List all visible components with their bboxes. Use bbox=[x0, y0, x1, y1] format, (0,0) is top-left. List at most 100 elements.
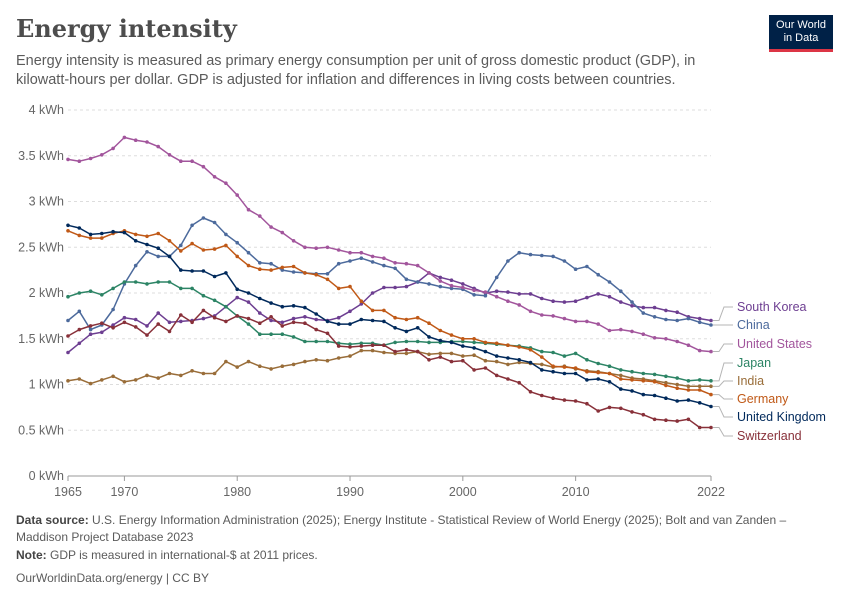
data-point bbox=[224, 359, 228, 364]
data-point bbox=[697, 401, 702, 405]
data-point bbox=[551, 350, 555, 355]
data-point bbox=[551, 254, 555, 259]
data-point bbox=[630, 369, 634, 374]
data-point bbox=[77, 341, 82, 346]
data-point bbox=[212, 220, 217, 225]
data-point bbox=[145, 324, 149, 328]
data-point bbox=[585, 295, 589, 300]
data-point bbox=[77, 377, 82, 381]
data-point bbox=[472, 340, 476, 345]
x-tick-label: 1970 bbox=[110, 485, 138, 499]
data-point bbox=[336, 356, 341, 360]
data-point bbox=[562, 371, 567, 376]
data-point bbox=[269, 268, 273, 272]
data-point bbox=[528, 347, 533, 352]
data-point bbox=[258, 364, 262, 369]
data-point bbox=[224, 181, 228, 185]
data-point bbox=[111, 307, 115, 312]
data-point bbox=[66, 334, 70, 338]
data-point bbox=[664, 308, 668, 313]
data-point bbox=[246, 207, 251, 212]
data-point bbox=[235, 254, 239, 259]
data-point bbox=[291, 270, 296, 274]
data-point bbox=[303, 321, 307, 326]
data-point bbox=[88, 381, 93, 386]
data-point bbox=[359, 302, 364, 306]
data-point bbox=[111, 323, 115, 327]
data-point bbox=[190, 223, 194, 228]
data-point bbox=[697, 348, 702, 353]
data-point bbox=[100, 293, 104, 297]
data-point bbox=[675, 339, 679, 344]
data-point bbox=[145, 250, 149, 254]
data-point bbox=[483, 293, 488, 298]
data-point bbox=[562, 316, 567, 321]
data-point bbox=[258, 321, 262, 326]
data-point bbox=[190, 241, 194, 246]
data-point bbox=[145, 242, 149, 247]
data-point bbox=[607, 280, 612, 284]
data-point bbox=[517, 345, 521, 349]
data-point bbox=[483, 340, 488, 345]
legend-connector bbox=[713, 343, 733, 353]
legend-label: Japan bbox=[737, 356, 771, 370]
data-point bbox=[156, 254, 160, 259]
data-point bbox=[100, 231, 104, 236]
x-tick-label: 1980 bbox=[223, 485, 251, 499]
data-point bbox=[449, 359, 454, 364]
data-point bbox=[370, 260, 375, 264]
data-point bbox=[461, 358, 465, 363]
data-point bbox=[359, 256, 364, 261]
data-point bbox=[472, 337, 476, 341]
data-point bbox=[359, 250, 364, 255]
series-line bbox=[67, 136, 712, 353]
data-point bbox=[77, 291, 82, 295]
data-point bbox=[382, 308, 386, 313]
data-point bbox=[449, 278, 454, 283]
data-point bbox=[111, 286, 115, 291]
data-point bbox=[551, 369, 555, 374]
data-point bbox=[190, 269, 194, 273]
data-point bbox=[348, 345, 352, 349]
data-point bbox=[111, 326, 115, 330]
data-point bbox=[697, 320, 702, 325]
data-point bbox=[224, 232, 228, 237]
source-url-link[interactable]: OurWorldinData.org/energy | CC BY bbox=[16, 571, 209, 585]
data-point bbox=[122, 280, 127, 284]
data-point bbox=[258, 261, 262, 265]
data-point bbox=[269, 225, 273, 229]
data-point bbox=[325, 277, 330, 282]
data-point bbox=[573, 299, 578, 304]
legend-connector bbox=[713, 405, 733, 418]
data-point bbox=[596, 361, 600, 366]
data-point bbox=[494, 341, 499, 346]
data-point bbox=[359, 344, 364, 348]
data-point bbox=[596, 409, 600, 413]
data-point bbox=[483, 366, 488, 370]
data-point bbox=[540, 296, 544, 301]
data-point bbox=[461, 337, 465, 341]
data-point bbox=[133, 317, 138, 322]
data-point bbox=[246, 359, 251, 364]
data-point bbox=[630, 389, 634, 393]
data-point bbox=[675, 386, 679, 391]
data-point bbox=[212, 274, 217, 279]
data-point bbox=[156, 231, 160, 236]
data-point bbox=[314, 246, 319, 250]
data-point bbox=[686, 388, 691, 392]
data-point bbox=[179, 319, 183, 324]
data-point bbox=[246, 322, 251, 326]
data-point bbox=[224, 319, 228, 324]
data-point bbox=[641, 332, 646, 337]
data-point bbox=[573, 267, 578, 272]
data-point bbox=[190, 286, 194, 291]
data-point bbox=[393, 349, 397, 354]
data-point bbox=[201, 293, 206, 298]
data-point bbox=[167, 371, 172, 376]
logo-line-2: in Data bbox=[783, 31, 819, 44]
series-line bbox=[67, 272, 712, 354]
data-point bbox=[336, 344, 341, 348]
data-point bbox=[235, 314, 239, 318]
data-point bbox=[167, 239, 172, 243]
owid-logo[interactable]: Our World in Data bbox=[769, 15, 833, 52]
